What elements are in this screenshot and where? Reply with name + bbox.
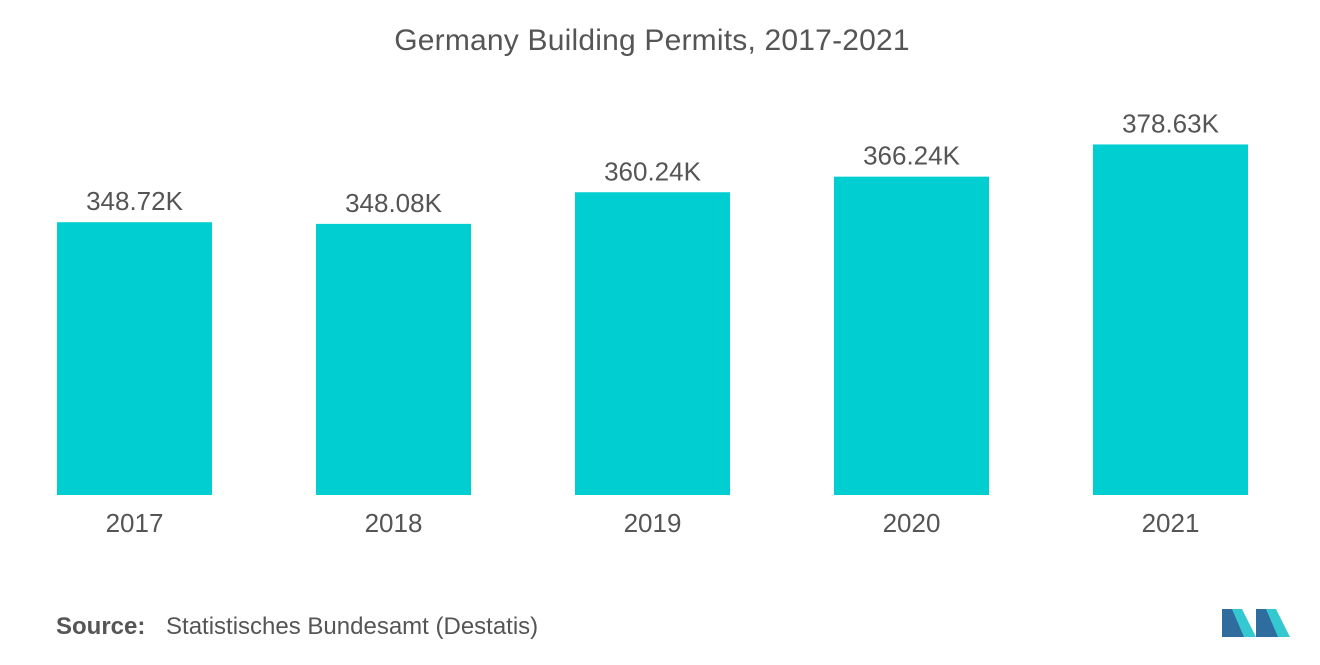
source-note: Source: Statistisches Bundesamt (Destati… <box>56 613 538 641</box>
chart-title: Germany Building Permits, 2017-2021 <box>394 24 910 57</box>
bars-group <box>57 144 1248 496</box>
x-tick-labels-group: 2017 2018 2019 2020 2021 <box>106 508 1200 538</box>
value-label-2018: 348.08K <box>345 188 443 218</box>
x-tick-label-2018: 2018 <box>365 508 423 538</box>
bar-chart: 348.72K 348.08K 360.24K 366.24K 378.63K 2017… <box>57 108 1248 538</box>
value-label-2019: 360.24K <box>604 156 702 186</box>
x-tick-label-2021: 2021 <box>1142 508 1200 538</box>
bar-2020 <box>834 176 989 495</box>
source-text: Statistisches Bundesamt (Destatis) <box>166 613 539 640</box>
value-labels-group: 348.72K 348.08K 360.24K 366.24K 378.63K <box>86 108 1220 217</box>
bar-2017 <box>57 222 212 495</box>
x-tick-label-2019: 2019 <box>624 508 682 538</box>
bar-2019 <box>575 192 730 496</box>
x-tick-label-2017: 2017 <box>106 508 164 538</box>
value-label-2021: 378.63K <box>1122 108 1220 138</box>
value-label-2017: 348.72K <box>86 186 184 216</box>
mordor-intelligence-logo-icon <box>1222 609 1290 637</box>
value-label-2020: 366.24K <box>863 141 961 171</box>
source-label: Source: <box>56 613 146 640</box>
bar-2018 <box>316 223 471 495</box>
bar-2021 <box>1093 144 1248 495</box>
x-tick-label-2020: 2020 <box>883 508 941 538</box>
